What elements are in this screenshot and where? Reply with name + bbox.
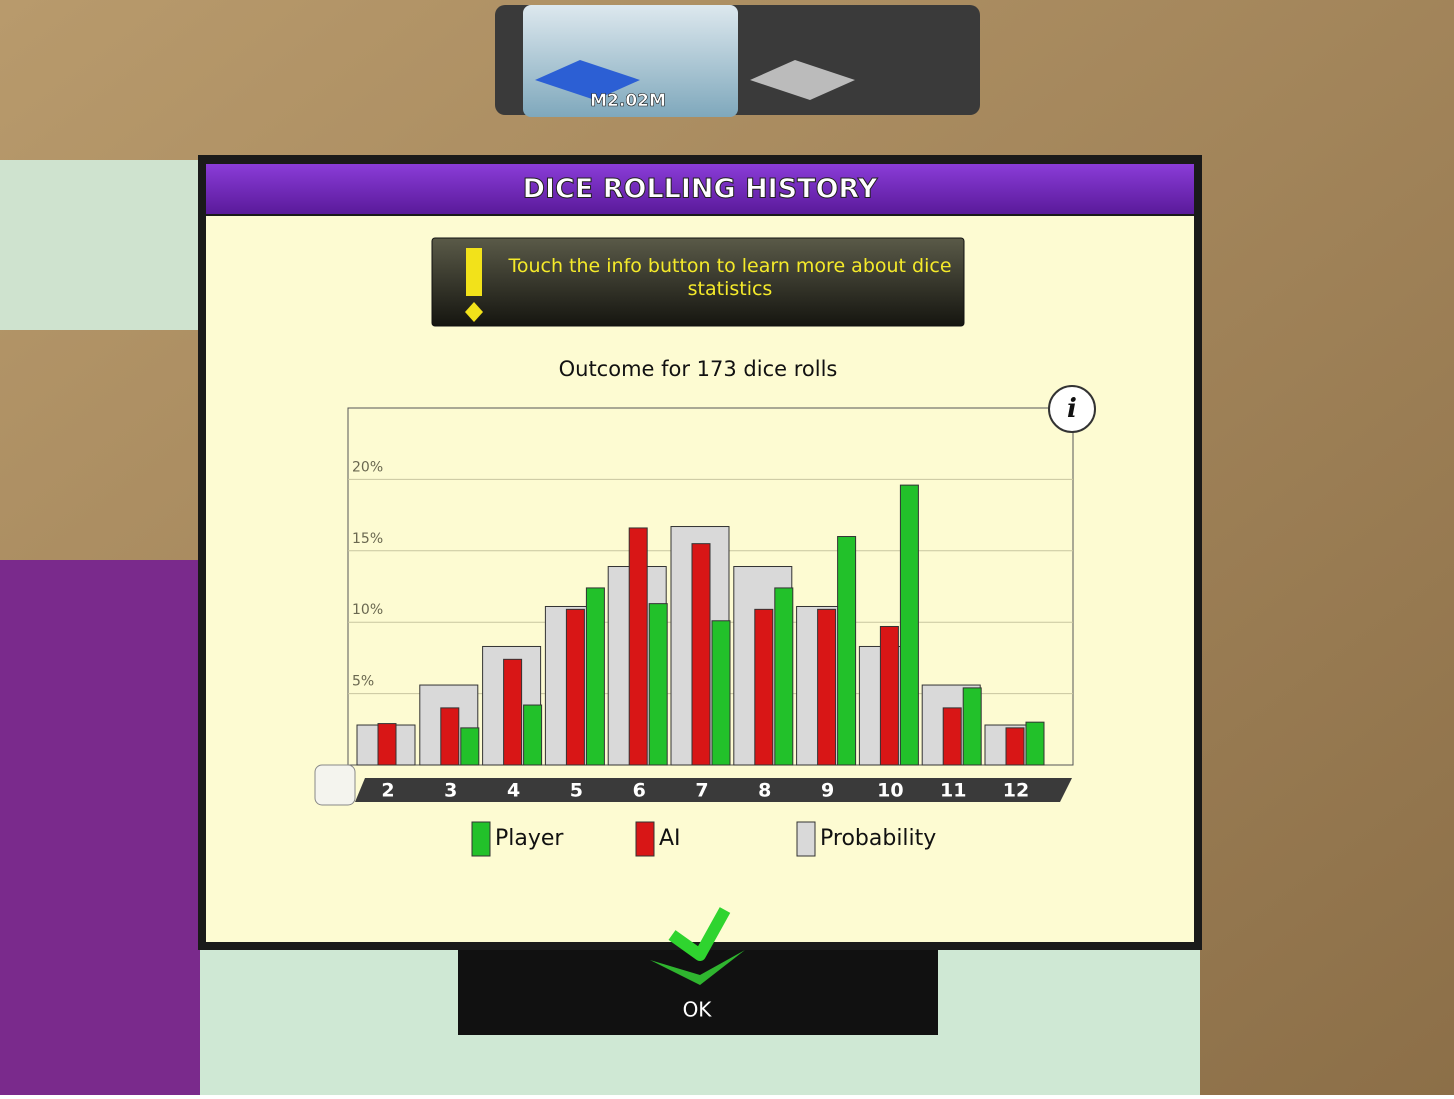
bar: [441, 708, 459, 765]
x-tick-label: 12: [1003, 780, 1029, 802]
bar: [649, 604, 667, 765]
hint-wrap: Touch the info button to learn more abou…: [500, 255, 960, 315]
x-tick-label: 9: [821, 780, 834, 802]
legend-item: Player: [472, 822, 564, 856]
hint-icon: [466, 248, 482, 296]
y-tick-label: 10%: [352, 602, 383, 618]
info-icon[interactable]: i: [1067, 394, 1077, 424]
bar: [712, 621, 730, 765]
x-tick-label: 5: [570, 780, 583, 802]
chart-title: Outcome for 173 dice rolls: [559, 357, 838, 381]
x-tick-label: 4: [507, 780, 520, 802]
bar: [900, 485, 918, 765]
ok-label[interactable]: OK: [683, 998, 713, 1022]
bar: [378, 724, 396, 765]
legend-label: AI: [659, 826, 681, 851]
bar: [629, 528, 647, 765]
bar: [755, 609, 773, 765]
bar: [818, 609, 836, 765]
scene: M2.02M OK DICE ROLLING HISTORY Touch the…: [0, 0, 1454, 1095]
legend-swatch: [636, 822, 654, 856]
bar: [943, 708, 961, 765]
legend-label: Player: [495, 826, 564, 851]
x-tick-label: 8: [758, 780, 771, 802]
board-purple: [0, 560, 230, 1095]
page: M2.02M OK DICE ROLLING HISTORY Touch the…: [0, 0, 1454, 1095]
board-tile: [0, 160, 200, 330]
hint-text: Touch the info button to learn more abou…: [500, 255, 960, 301]
legend-item: AI: [636, 822, 681, 856]
x-tick-label: 11: [940, 780, 966, 802]
legend-swatch: [472, 822, 490, 856]
y-tick-label: 15%: [352, 531, 383, 547]
dice-icon: [315, 765, 355, 805]
bar: [692, 544, 710, 765]
x-tick-label: 10: [877, 780, 903, 802]
bar: [461, 728, 479, 765]
dialog-title: DICE ROLLING HISTORY: [523, 174, 878, 205]
bar: [1006, 728, 1024, 765]
bar: [880, 626, 898, 765]
bar: [524, 705, 542, 765]
x-tick-label: 3: [444, 780, 457, 802]
bar: [566, 609, 584, 765]
y-tick-label: 5%: [352, 674, 374, 690]
bar: [586, 588, 604, 765]
x-tick-label: 7: [695, 780, 708, 802]
bar: [775, 588, 793, 765]
info-button[interactable]: i: [1049, 386, 1095, 432]
money: M2.02M: [590, 91, 666, 111]
x-tick-label: 6: [633, 780, 646, 802]
y-tick-label: 20%: [352, 459, 383, 475]
bar: [838, 537, 856, 765]
bar: [504, 659, 522, 765]
bar: [963, 688, 981, 765]
x-tick-label: 2: [381, 780, 394, 802]
bar: [1026, 722, 1044, 765]
legend-swatch: [797, 822, 815, 856]
legend-label: Probability: [820, 826, 936, 851]
